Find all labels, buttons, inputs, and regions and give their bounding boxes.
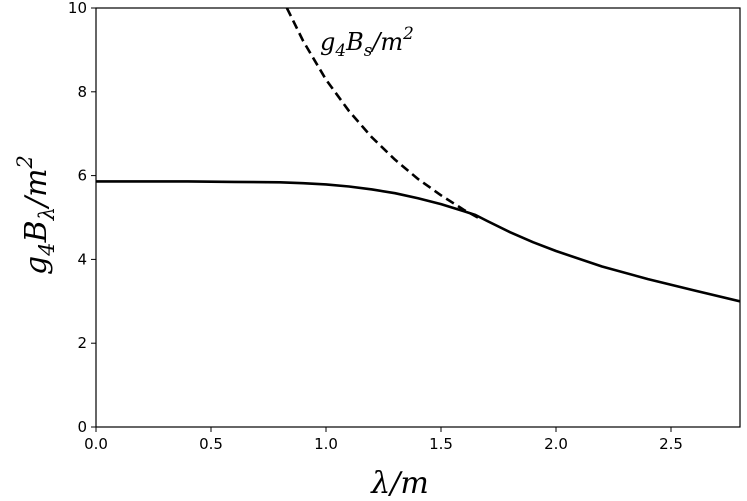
x-tick-label: 2.5 (659, 435, 683, 453)
y-tick-label: 10 (68, 0, 87, 17)
x-axis-label: λ/m (370, 466, 429, 501)
annot-sub2: s (364, 40, 373, 60)
axis-ticks: 0.0 0.5 1.0 1.5 2.0 2.5 0 2 4 6 8 10 (68, 0, 683, 453)
ylabel-sub2: λ (35, 207, 59, 221)
annot-sub1: 4 (334, 40, 346, 60)
x-tick-label: 1.0 (314, 435, 338, 453)
series-line-dashed (285, 8, 481, 220)
annot-base2: B (345, 28, 364, 56)
y-tick-label: 0 (77, 418, 87, 436)
ylabel-base1: g (19, 256, 54, 275)
y-tick-label: 8 (77, 83, 87, 101)
series-line-solid (96, 180, 740, 303)
x-tick-label: 2.0 (544, 435, 568, 453)
dashed-curve-label: g4Bs/m2 (320, 23, 414, 60)
ylabel-sub1: 4 (35, 242, 59, 256)
y-tick-label: 6 (77, 167, 87, 185)
axes-frame (95, 7, 741, 428)
annot-sup: 2 (402, 23, 414, 43)
ylabel-sup: 2 (13, 155, 37, 169)
y-tick-label: 4 (77, 250, 87, 268)
ylabel-tail: /m (19, 168, 54, 210)
annot-base1: g (320, 28, 335, 56)
x-tick-label: 1.5 (429, 435, 453, 453)
x-tick-label: 0.0 (84, 435, 108, 453)
y-tick-label: 2 (77, 334, 87, 352)
plot-area (96, 8, 740, 303)
x-tick-label: 0.5 (199, 435, 223, 453)
y-axis-label: g4Bλ/m2 (13, 155, 59, 275)
ylabel-base2: B (19, 220, 54, 243)
annot-tail: /m (370, 28, 403, 56)
